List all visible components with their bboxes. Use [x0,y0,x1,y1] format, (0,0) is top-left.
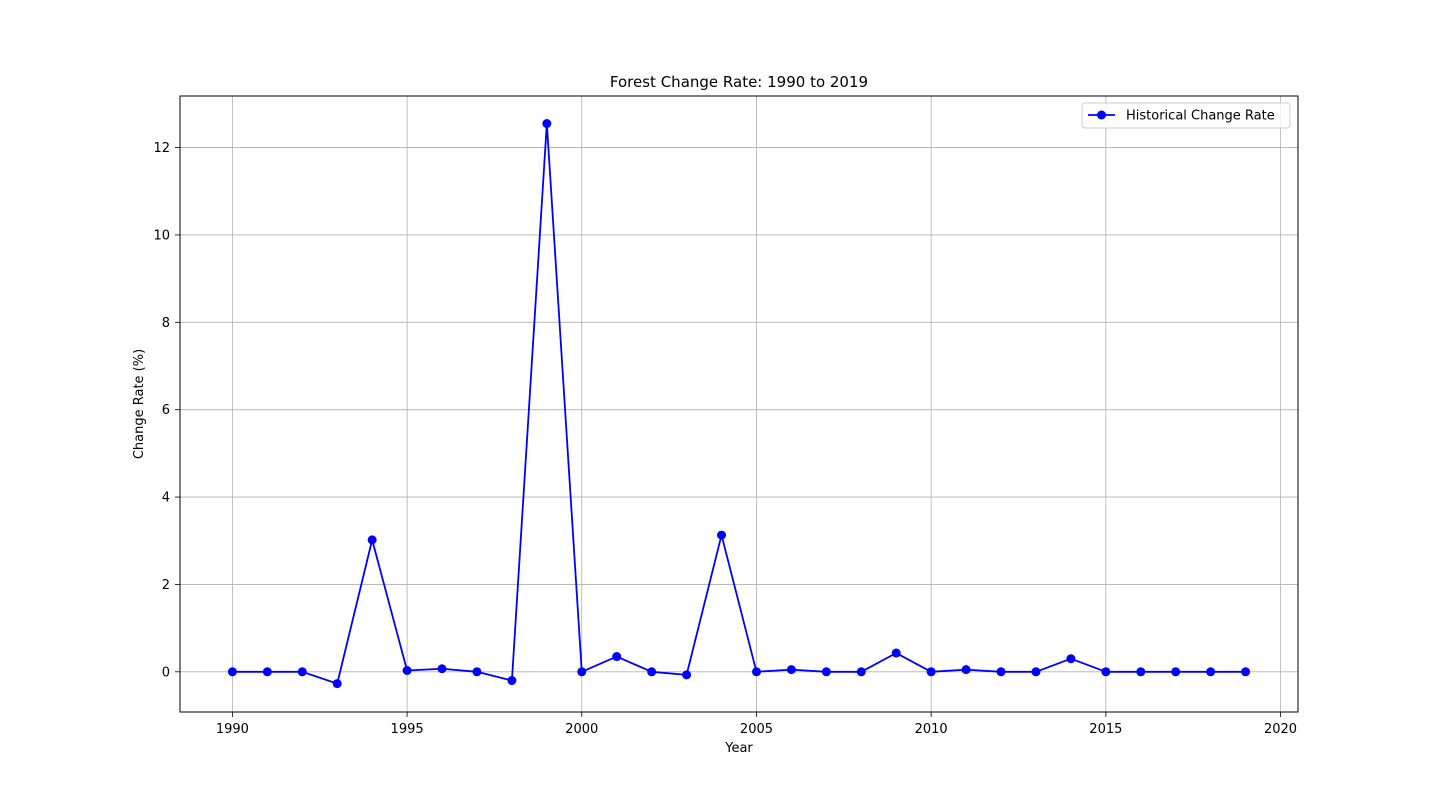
y-tick-label: 2 [162,578,170,593]
legend-marker-swatch [1097,110,1106,120]
data-point [1101,667,1111,677]
legend: Historical Change Rate [1081,102,1291,129]
series-line-historical-change-rate [232,122,1246,685]
legend-box [1081,102,1291,129]
data-point [1171,667,1181,677]
x-axis-label: Year [724,741,753,756]
data-point [1066,654,1076,664]
x-tick-label: 2005 [740,722,773,737]
data-point [507,676,517,686]
data-point [682,670,692,680]
x-tick-label: 2015 [1089,722,1122,737]
y-axis-ticks: 0 2 4 6 8 10 12 [153,141,180,680]
x-tick-label: 1990 [216,722,249,737]
data-point [996,667,1006,677]
legend-entry-historical-change-rate: Historical Change Rate [1126,109,1275,124]
data-point [786,665,796,675]
x-tick-label: 2010 [915,722,948,737]
y-tick-label: 0 [162,665,170,680]
data-point [402,665,412,675]
x-tick-label: 1995 [391,722,424,737]
data-point [891,648,901,658]
data-point [437,664,447,674]
y-tick-label: 10 [153,228,170,243]
chart-title: Forest Change Rate: 1990 to 2019 [610,73,868,91]
series-layer [227,119,1251,689]
data-point [472,667,482,677]
y-tick-label: 12 [153,141,170,156]
data-point [751,667,761,677]
data-point [542,119,552,129]
data-point [297,667,307,677]
data-point [227,667,237,677]
y-tick-label: 4 [162,491,170,506]
plot-area-frame [179,95,1299,713]
data-point [1241,667,1251,677]
data-point [856,667,866,677]
y-axis-label: Change Rate (%) [132,349,147,459]
data-point [717,530,727,540]
x-tick-label: 2000 [565,722,598,737]
data-point [367,535,377,545]
x-tick-label: 2020 [1264,722,1297,737]
data-point [577,667,587,677]
data-point [961,665,971,675]
data-point [612,652,622,662]
data-point [926,667,936,677]
y-tick-label: 8 [162,316,170,331]
data-point [821,667,831,677]
data-point [262,667,272,677]
grid [180,96,1298,712]
data-point [1136,667,1146,677]
x-axis-ticks: 1990 1995 2000 2005 2010 2015 2020 [216,712,1297,737]
data-point [1031,667,1041,677]
y-tick-label: 6 [162,403,170,418]
data-point [647,667,657,677]
data-point [332,679,342,689]
data-point [1206,667,1216,677]
